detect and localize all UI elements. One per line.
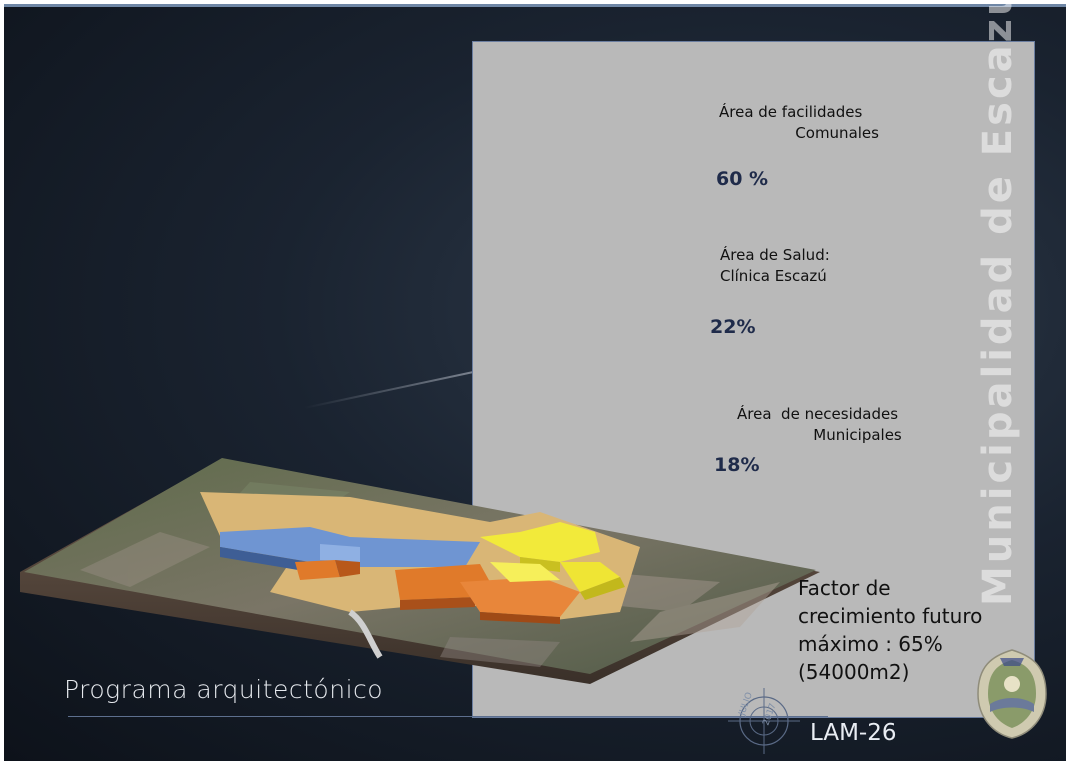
municipal-seal-logo <box>977 649 1047 739</box>
site-model-image <box>20 458 820 684</box>
communal-buildings <box>480 522 625 600</box>
vertical-title: Municipalidad de Escazú <box>975 0 1021 606</box>
title-divider <box>68 716 828 717</box>
area-health-label: Área de Salud: Clínica Escazú <box>720 246 830 285</box>
area-health-percent: 22% <box>710 316 756 338</box>
area-municipal-label: Área de necesidades Municipales <box>737 405 902 444</box>
health-buildings <box>295 560 580 624</box>
growth-factor-text: Factor de crecimiento futuro máximo : 65… <box>798 576 983 684</box>
date-stamp-icon: JULIO 2017 <box>728 688 800 754</box>
area-communal-label: Área de facilidades Comunales <box>719 103 879 142</box>
slide-title: Programa arquitectónico <box>64 675 384 704</box>
slide-code: LAM-26 <box>810 720 897 746</box>
area-municipal-percent: 18% <box>714 454 760 476</box>
access-road <box>348 609 383 659</box>
area-communal-percent: 60 % <box>716 168 769 190</box>
